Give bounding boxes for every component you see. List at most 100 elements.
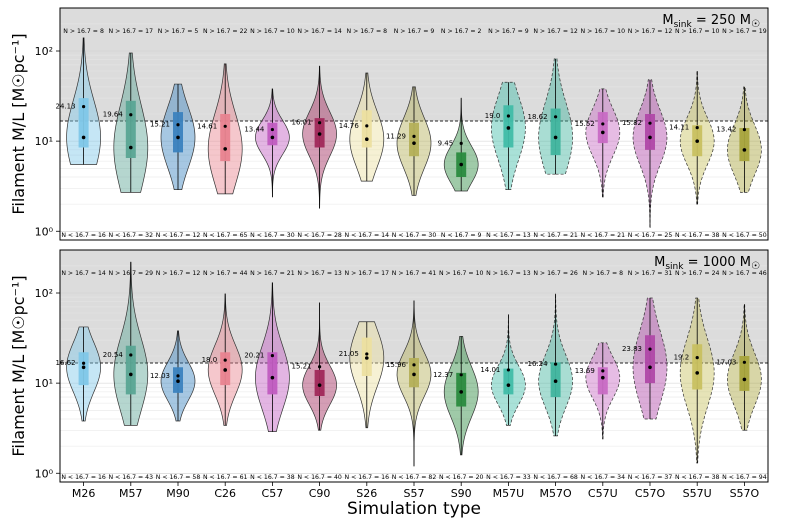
- median-point: [129, 372, 133, 377]
- count-above-label: N > 16.7 = 2: [441, 28, 482, 35]
- iqr-box: [503, 368, 514, 395]
- median-point: [695, 139, 699, 143]
- median-point: [648, 365, 652, 370]
- count-above-label: N > 16.7 = 8: [583, 270, 624, 277]
- count-above-label: N > 16.7 = 13: [486, 270, 531, 277]
- mean-point: [506, 114, 510, 118]
- count-below-label: N < 16.7 = 16: [345, 474, 390, 481]
- count-below-label: N < 16.7 = 13: [486, 232, 531, 239]
- mean-label: 20.21: [244, 352, 264, 360]
- x-tick-label: C57: [262, 487, 284, 500]
- y-tick-label: 10⁰: [35, 225, 54, 238]
- mean-point: [554, 115, 558, 119]
- count-above-label: N > 16.7 = 14: [297, 28, 342, 35]
- mean-label: 12.03: [150, 372, 170, 380]
- mean-label: 19.64: [103, 111, 124, 119]
- median-point: [317, 132, 322, 136]
- iqr-box: [125, 100, 136, 158]
- mean-point: [365, 352, 369, 356]
- median-point: [742, 148, 747, 152]
- iqr-box: [125, 345, 136, 395]
- mean-point: [601, 369, 605, 373]
- y-tick-label: 10⁰: [35, 467, 54, 480]
- mean-label: 14.01: [480, 366, 500, 374]
- median-point: [176, 135, 180, 140]
- median-point: [506, 126, 511, 130]
- count-below-label: N < 16.7 = 30: [392, 232, 437, 239]
- count-above-label: N > 16.7 = 44: [203, 270, 248, 277]
- plot-frame: [59, 7, 769, 241]
- mean-label: 13.69: [575, 367, 595, 375]
- count-below-label: N < 16.7 = 94: [722, 474, 767, 481]
- mean-label: 14.76: [339, 122, 360, 130]
- mean-point: [695, 126, 699, 130]
- count-above-label: N > 16.7 = 21: [250, 270, 295, 277]
- mean-label: 14.11: [669, 124, 689, 132]
- median-point: [270, 375, 275, 380]
- mean-point: [742, 128, 747, 132]
- iqr-box: [739, 356, 750, 391]
- mean-point: [365, 124, 369, 128]
- median-point: [459, 162, 464, 167]
- median-point: [81, 365, 86, 370]
- y-tick-label: 10²: [35, 45, 53, 58]
- iqr-box: [314, 369, 325, 396]
- mean-point: [695, 356, 699, 360]
- count-above-label: N > 16.7 = 17: [109, 28, 154, 35]
- median-point: [365, 356, 369, 360]
- mean-point: [648, 347, 652, 351]
- y-axis-label: Filament M/L [M☉pc⁻¹]: [9, 33, 28, 214]
- iqr-box: [456, 372, 467, 407]
- count-above-label: N > 16.7 = 8: [63, 28, 104, 35]
- x-tick-label: M90: [166, 487, 190, 500]
- mean-point: [648, 121, 652, 125]
- median-point: [412, 141, 416, 145]
- mean-point: [129, 353, 133, 357]
- count-above-label: N > 16.7 = 12: [533, 28, 578, 35]
- median-point: [365, 137, 369, 142]
- mean-point: [223, 358, 227, 362]
- median-point: [742, 377, 747, 382]
- x-tick-label: S57: [404, 487, 425, 500]
- iqr-box: [78, 98, 89, 148]
- iqr-box: [173, 112, 183, 153]
- count-above-label: N > 16.7 = 19: [722, 28, 767, 35]
- mean-label: 16.62: [56, 359, 76, 367]
- count-below-label: N < 16.7 = 65: [203, 232, 248, 239]
- count-below-label: N < 16.7 = 58: [156, 474, 201, 481]
- x-tick-label: M26: [72, 487, 96, 500]
- x-tick-label: C57U: [588, 487, 618, 500]
- panel-top: 24.13 N > 16.7 = 8 N < 16.7 = 16 19.64 N > 1…: [9, 7, 769, 241]
- mean-label: 11.29: [386, 132, 406, 140]
- x-tick-label: S57U: [683, 487, 712, 500]
- mean-point: [176, 123, 180, 127]
- x-tick-label: C90: [309, 487, 331, 500]
- count-above-label: N > 16.7 = 10: [581, 28, 626, 35]
- mean-point: [129, 113, 133, 117]
- mean-label: 15.21: [292, 363, 312, 371]
- mean-label: 13.42: [716, 126, 736, 134]
- mean-label: 19.2: [674, 354, 690, 362]
- mean-label: 18.0: [202, 356, 218, 364]
- count-above-label: N > 16.7 = 24: [675, 270, 720, 277]
- count-below-label: N < 16.7 = 82: [392, 474, 437, 481]
- iqr-box: [739, 127, 750, 162]
- mean-label: 18.62: [528, 113, 548, 121]
- count-below-label: N < 16.7 = 14: [345, 232, 390, 239]
- y-tick-label: 10²: [35, 287, 53, 300]
- count-above-label: N > 16.7 = 12: [156, 270, 201, 277]
- count-above-label: N > 16.7 = 14: [61, 270, 106, 277]
- mean-point: [82, 361, 86, 365]
- count-above-label: N > 16.7 = 31: [628, 270, 673, 277]
- x-tick-label: M57O: [540, 487, 572, 500]
- median-point: [601, 375, 605, 380]
- median-point: [81, 135, 86, 140]
- iqr-box: [550, 108, 561, 156]
- mean-label: 12.37: [433, 371, 453, 379]
- median-point: [506, 383, 511, 387]
- mean-label: 24.13: [56, 103, 76, 111]
- count-below-label: N < 16.7 = 34: [581, 474, 626, 481]
- median-point: [553, 135, 558, 140]
- count-above-label: N > 16.7 = 41: [392, 270, 437, 277]
- mean-point: [223, 124, 227, 128]
